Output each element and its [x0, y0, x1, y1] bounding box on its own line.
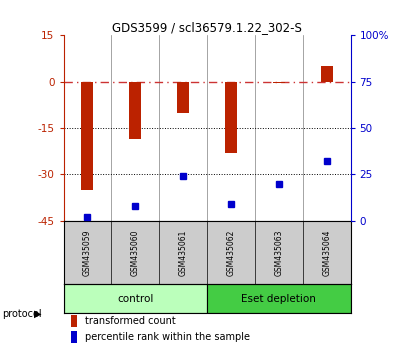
- Text: ▶: ▶: [34, 309, 42, 319]
- Text: GSM435064: GSM435064: [321, 229, 330, 276]
- Text: control: control: [117, 294, 153, 304]
- Text: Eset depletion: Eset depletion: [241, 294, 315, 304]
- Bar: [71, 331, 77, 343]
- Text: GSM435063: GSM435063: [274, 229, 283, 276]
- Bar: [81, 82, 93, 190]
- Title: GDS3599 / scl36579.1.22_302-S: GDS3599 / scl36579.1.22_302-S: [112, 21, 301, 34]
- Bar: [207, 284, 350, 313]
- Bar: [225, 82, 236, 153]
- Bar: [63, 284, 207, 313]
- Text: percentile rank within the sample: percentile rank within the sample: [85, 332, 249, 342]
- Text: GSM435061: GSM435061: [178, 229, 187, 276]
- Text: protocol: protocol: [2, 309, 42, 319]
- Text: transformed count: transformed count: [85, 316, 175, 326]
- Bar: [129, 82, 141, 139]
- Bar: [272, 82, 284, 83]
- Bar: [320, 66, 332, 82]
- Text: GSM435059: GSM435059: [83, 229, 92, 276]
- Bar: [177, 82, 189, 113]
- Text: GSM435060: GSM435060: [130, 229, 139, 276]
- Bar: [71, 315, 77, 327]
- Text: GSM435062: GSM435062: [226, 229, 235, 276]
